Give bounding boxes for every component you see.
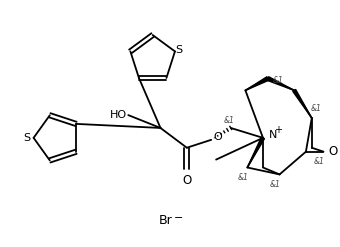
Polygon shape [293, 89, 312, 118]
Text: O: O [328, 145, 338, 158]
Text: HO: HO [110, 110, 127, 120]
Text: &1: &1 [223, 116, 234, 124]
Text: +: + [274, 125, 282, 135]
Text: S: S [23, 133, 30, 143]
Polygon shape [245, 77, 269, 90]
Text: N: N [269, 130, 277, 140]
Polygon shape [247, 137, 265, 167]
Text: Br: Br [158, 214, 172, 227]
Text: &1: &1 [269, 180, 280, 189]
Text: S: S [175, 45, 183, 55]
Text: &1: &1 [310, 104, 321, 113]
Polygon shape [267, 77, 294, 90]
Text: &1: &1 [238, 173, 249, 182]
Text: −: − [174, 213, 184, 223]
Text: &1: &1 [313, 157, 324, 166]
Text: O: O [213, 132, 222, 142]
Text: O: O [182, 174, 191, 187]
Text: &1: &1 [272, 76, 283, 85]
